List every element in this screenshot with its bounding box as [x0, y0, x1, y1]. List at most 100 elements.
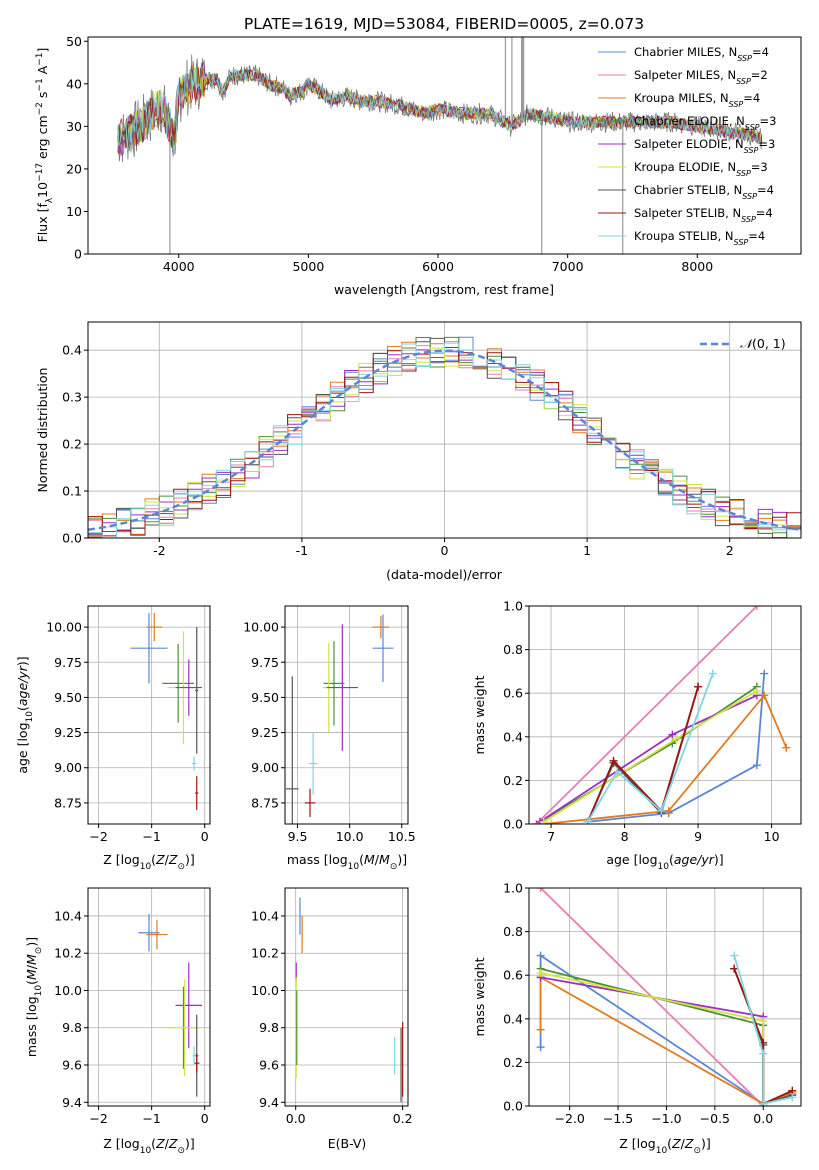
y-tick-label: 0.0 [503, 1099, 523, 1114]
axes-group: −2.0 −1.5 −1.0 −0.5 0.0 0.0 0.2 0.4 0.6 0.8 1.0 mas… [472, 881, 802, 1156]
x-tick-label: 7 [547, 829, 555, 844]
error-bar-point [138, 914, 160, 952]
x-tick-label: 0 [441, 543, 449, 558]
y-tick-label: 9.75 [251, 655, 279, 670]
y-tick-label: 10.00 [46, 620, 82, 635]
x-axis-label: Z [log10(Z/Z⊙)] [103, 1136, 195, 1156]
error-bar-point [130, 613, 168, 684]
x-axis-label: Z [log10(Z/Z⊙)] [103, 852, 195, 872]
error-bar-point [146, 919, 168, 950]
y-tick-label: 0 [74, 247, 82, 262]
x-tick-label: 7000 [552, 259, 584, 274]
y-tick-label: 9.8 [62, 1020, 82, 1035]
observed-spectrum [117, 54, 763, 163]
x-tick-label: 10 [764, 829, 780, 844]
legend-entry: Chabrier ELODIE, NSSP=3 [634, 114, 776, 132]
weight-marker [536, 951, 545, 960]
points-group [295, 897, 404, 1103]
weight-marker [657, 806, 666, 815]
error-bar-point [323, 641, 345, 726]
weight-marker [760, 669, 769, 678]
y-tick-label: 0.3 [62, 390, 82, 405]
x-tick-label: 1 [583, 543, 591, 558]
weight-marker [759, 1099, 768, 1106]
y-tick-label: 10.2 [251, 946, 279, 961]
weight-line-4 [540, 967, 765, 1104]
y-tick-label: 0.2 [503, 773, 523, 788]
y-tick-label: 9.00 [54, 760, 82, 775]
axes-frame [284, 605, 409, 825]
y-tick-label: 0.1 [62, 484, 82, 499]
points-group [130, 613, 203, 810]
y-tick-label: 9.6 [259, 1058, 279, 1073]
legend-entry: Kroupa STELIB, NSSP=4 [634, 229, 765, 247]
weight-marker [536, 1025, 545, 1034]
error-bar-point [168, 979, 201, 1077]
error-bar-point [195, 627, 199, 754]
histogram-6 [88, 347, 801, 538]
x-tick-label: 2 [726, 543, 734, 558]
x-tick-label: 0 [201, 829, 209, 844]
y-tick-label: 1.0 [503, 599, 523, 614]
weight-line-1 [587, 673, 766, 823]
figure-title: PLATE=1619, MJD=53084, FIBERID=0005, z=0… [244, 15, 644, 33]
axes-frame [87, 321, 802, 539]
y-tick-label: 10.4 [54, 908, 82, 923]
weight-marker [583, 817, 592, 824]
weight-marker [759, 1016, 768, 1025]
weight-marker [694, 682, 703, 691]
x-tick-label: −1.0 [651, 1111, 681, 1126]
weight-marker [536, 1043, 545, 1052]
weight-marker [708, 669, 717, 678]
legend-entry: Chabrier STELIB, NSSP=4 [634, 183, 774, 201]
x-tick-label: 4000 [163, 259, 195, 274]
y-tick-label: 9.4 [259, 1095, 279, 1110]
model-spectrum-6 [117, 66, 763, 153]
x-axis-label: E(B-V) [328, 1136, 367, 1151]
y-tick-label: 9.25 [54, 725, 82, 740]
y-tick-label: 0.0 [503, 817, 523, 832]
y-axis-label: Flux [fλ10−17 erg cm−2 s−1 A−1] [35, 48, 55, 243]
x-tick-label: 0 [201, 1111, 209, 1126]
y-tick-label: 0.8 [503, 642, 523, 657]
y-tick-label: 0.4 [503, 1011, 523, 1026]
x-axis-label: mass [log10(M/M⊙)] [287, 852, 407, 872]
histograms-group [88, 336, 801, 538]
weight-marker [613, 767, 622, 776]
y-tick-label: 10.00 [243, 620, 279, 635]
x-axis-label: wavelength [Angstrom, rest frame] [334, 282, 554, 297]
axes-group: −2 −1 0 9.4 9.6 9.8 10.0 10.2 10.4 Z [log10(Z/Z⊙)… [24, 887, 211, 1156]
y-tick-label: 10.4 [251, 908, 279, 923]
y-axis-label: mass [log10(M/M⊙)] [24, 937, 44, 1057]
y-axis-label: mass weight [472, 957, 487, 1036]
points-group [138, 914, 203, 1097]
error-bar-point [308, 732, 318, 795]
weight-marker [730, 951, 739, 960]
x-tick-label: 6000 [422, 259, 454, 274]
axes-group: 9.5 10.0 10.5 8.75 9.00 9.25 9.50 9.75 10.00 mass… [243, 605, 416, 872]
legend-entry: Salpeter STELIB, NSSP=4 [634, 206, 773, 224]
weight-line-2 [535, 606, 758, 824]
x-tick-label: 0.2 [393, 1111, 413, 1126]
y-tick-label: 9.50 [251, 690, 279, 705]
weight-marker [752, 687, 761, 696]
legend-entry: Salpeter MILES, NSSP=2 [634, 68, 768, 86]
y-tick-label: 0.0 [62, 531, 82, 546]
y-tick-label: 40 [66, 76, 82, 91]
y-tick-label: 0.4 [62, 343, 82, 358]
histogram-9 [88, 342, 801, 538]
legend-entry: Kroupa MILES, NSSP=4 [634, 91, 760, 109]
x-tick-label: -1 [296, 543, 308, 558]
y-tick-label: 0.4 [503, 729, 523, 744]
axes-frame [87, 36, 802, 255]
weight-line-3 [543, 693, 788, 824]
axes-frame [87, 887, 211, 1107]
error-bar-point [304, 788, 316, 817]
x-axis-label: age [log10(age/yr)] [606, 852, 723, 872]
points-group [286, 614, 394, 824]
x-tick-label: −0.5 [700, 1111, 730, 1126]
y-tick-label: 50 [66, 34, 82, 49]
error-bar-point [372, 615, 390, 639]
weight-line-8 [586, 686, 699, 823]
x-tick-label: −2 [89, 829, 107, 844]
